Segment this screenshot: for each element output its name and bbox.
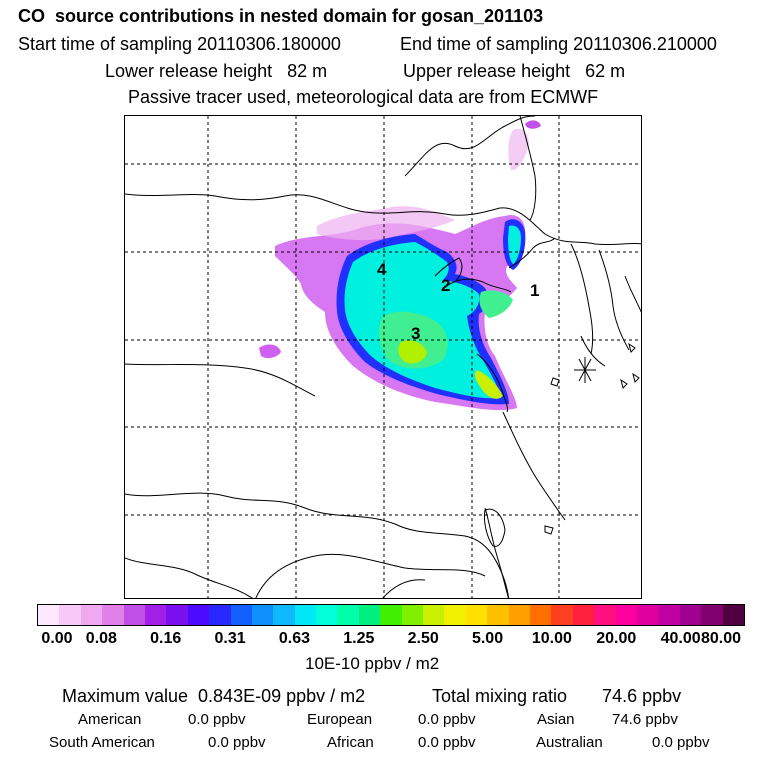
australian-label: Australian <box>536 734 603 751</box>
region-label-1: 1 <box>530 281 539 300</box>
upper-release-height-label: Upper release height 62 m <box>403 61 626 81</box>
colorbar-swatch <box>316 605 338 625</box>
start-time-label: Start time of sampling 20110306.180000 <box>18 34 341 54</box>
end-time-label: End time of sampling 20110306.210000 <box>400 34 717 54</box>
colorbar-swatch <box>209 605 231 625</box>
colorbar-tick-label: 10.00 <box>531 630 572 647</box>
colorbar-tick-label: 20.00 <box>596 630 637 647</box>
colorbar-tick-label: 0.00 <box>41 630 73 647</box>
colorbar-swatch <box>230 605 252 625</box>
colorbar-swatch <box>294 605 317 625</box>
colorbar-tick-label: 40.00 <box>660 630 701 647</box>
colorbar-swatch <box>337 605 359 625</box>
plume-shandong <box>479 290 513 318</box>
map-title: CO source contributions in nested domain… <box>18 6 544 26</box>
colorbar-tick-label: 0.08 <box>85 630 117 647</box>
colorbar-swatch <box>679 605 702 625</box>
south-american-value: 0.0 ppbv <box>208 734 266 751</box>
region-label-2: 2 <box>441 276 450 295</box>
colorbar-swatch <box>444 605 466 625</box>
colorbar-swatch <box>358 605 381 625</box>
coastlines <box>125 116 641 598</box>
plume-coast-green <box>474 370 503 399</box>
region-label-3: 3 <box>411 324 420 343</box>
south-american-label: South American <box>49 734 155 751</box>
receptor-star-icon <box>574 357 596 383</box>
co-plume <box>259 120 541 411</box>
colorbar-tick-label: 1.25 <box>343 630 375 647</box>
lower-release-height-label: Lower release height 82 m <box>105 61 328 81</box>
plume-liaodong-inner <box>508 225 521 264</box>
colorbar-swatch <box>59 605 81 625</box>
plume-faint-north <box>317 206 455 241</box>
colorbar-units: 10E-10 ppbv / m2 <box>305 654 440 673</box>
asian-label: Asian <box>537 711 575 728</box>
colorbar-swatch <box>572 605 595 625</box>
total-mixing-ratio: Total mixing ratio 74.6 ppbv <box>432 686 682 706</box>
region-label-4: 4 <box>377 260 387 279</box>
european-label: European <box>307 711 373 728</box>
colorbar-swatch <box>529 605 552 625</box>
colorbar-tick-label: 0.31 <box>214 630 246 647</box>
map-panel: 1 2 3 4 <box>124 115 642 599</box>
asian-value: 74.6 ppbv <box>612 711 678 728</box>
colorbar-swatch <box>615 605 637 625</box>
plume-north-faint <box>508 128 529 171</box>
map-canvas: 1 2 3 4 <box>125 116 641 598</box>
colorbar-swatch <box>102 605 124 625</box>
colorbar-tick-label: 5.00 <box>471 630 504 647</box>
plume-west-blob <box>259 344 281 359</box>
colorbar-tick-label: 0.63 <box>278 630 311 647</box>
colorbar-swatch <box>508 605 530 625</box>
tracer-note: Passive tracer used, meteorological data… <box>128 87 599 107</box>
african-value: 0.0 ppbv <box>418 734 476 751</box>
american-value: 0.0 ppbv <box>188 711 246 728</box>
colorbar-swatch <box>144 605 167 625</box>
colorbar-swatch <box>80 605 103 625</box>
colorbar <box>37 604 745 626</box>
colorbar-swatch <box>701 605 723 625</box>
colorbar-tick-label: 0.16 <box>150 630 182 647</box>
colorbar-swatch <box>487 605 509 625</box>
american-label: American <box>78 711 142 728</box>
colorbar-swatch <box>187 605 210 625</box>
african-label: African <box>327 734 374 751</box>
colorbar-swatch <box>551 605 573 625</box>
colorbar-swatch <box>401 605 424 625</box>
colorbar-swatch <box>166 605 188 625</box>
colorbar-tick-label: 2.50 <box>407 630 439 647</box>
colorbar-swatch <box>273 605 295 625</box>
colorbar-swatch <box>380 605 402 625</box>
colorbar-swatch <box>658 605 680 625</box>
maximum-value: Maximum value 0.843E-09 ppbv / m2 <box>62 686 366 706</box>
lat-lon-grid <box>125 116 641 598</box>
colorbar-swatch <box>123 605 145 625</box>
colorbar-swatch <box>722 605 744 625</box>
colorbar-swatch <box>636 605 659 625</box>
australian-value: 0.0 ppbv <box>652 734 710 751</box>
colorbar-swatch <box>38 605 60 625</box>
colorbar-swatch <box>251 605 274 625</box>
plume-north-blob <box>525 120 541 129</box>
colorbar-tick-label: 80.00 <box>700 630 742 647</box>
european-value: 0.0 ppbv <box>418 711 476 728</box>
colorbar-swatch <box>594 605 616 625</box>
plume-yellowgreen <box>398 340 427 364</box>
colorbar-swatch <box>465 605 488 625</box>
colorbar-swatch <box>423 605 445 625</box>
